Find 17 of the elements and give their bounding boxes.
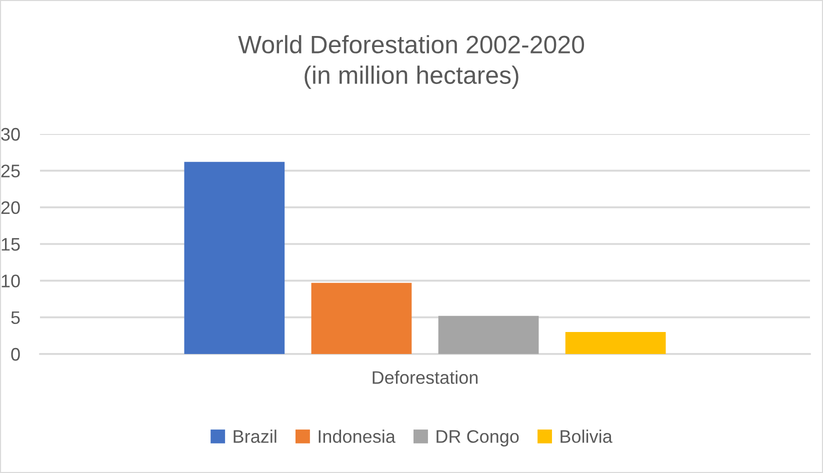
y-tick-label: 10	[2, 274, 20, 288]
chart-title: World Deforestation 2002-2020 (in million hectares)	[238, 35, 584, 89]
legend-label: Bolivia	[560, 430, 612, 443]
bar	[311, 282, 412, 354]
y-tick-label: 5	[11, 311, 20, 324]
bar	[565, 332, 666, 354]
x-tick-label: Deforestation	[372, 370, 478, 384]
legend-label: Brazil	[234, 430, 276, 443]
y-tick-label: 20	[1, 201, 20, 214]
legend-label: Indonesia	[318, 430, 396, 443]
bar	[438, 316, 539, 354]
bar	[184, 162, 285, 354]
y-tick-label: 15	[2, 238, 20, 251]
legend-label: DR Congo	[436, 430, 519, 446]
y-tick-label: 0	[11, 348, 20, 361]
y-tick-label: 30	[1, 128, 20, 141]
y-tick-label: 25	[1, 164, 20, 178]
